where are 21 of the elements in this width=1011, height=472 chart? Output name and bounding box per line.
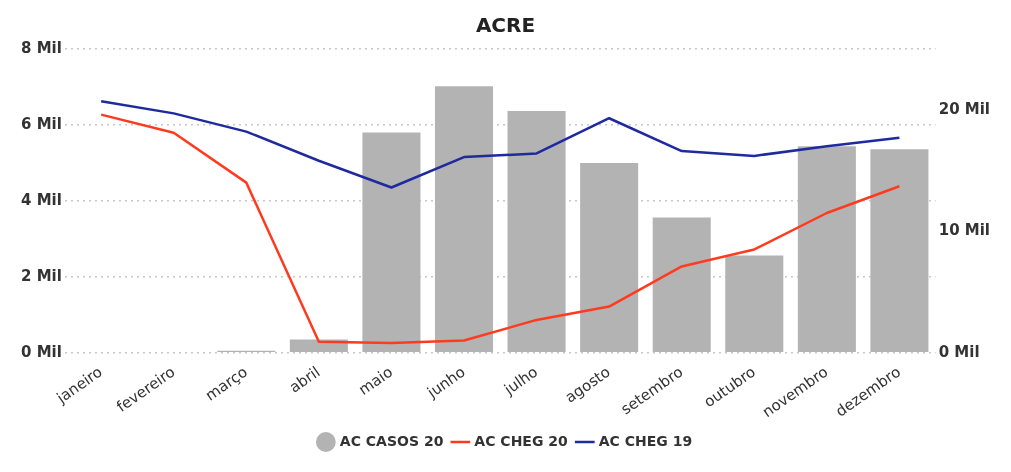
y-tick-label: 0 Mil — [20, 342, 62, 361]
bar — [362, 132, 421, 352]
legend-label: AC CHEG 19 — [598, 432, 693, 449]
bar — [725, 255, 784, 352]
bar — [652, 217, 711, 352]
y2-tick-label: 10 Mil — [938, 221, 991, 240]
bar — [289, 339, 348, 352]
bar — [434, 86, 494, 352]
bar — [580, 162, 639, 352]
y2-tick-label: 20 Mil — [938, 99, 991, 118]
y2-tick-label: 0 Mil — [938, 342, 980, 361]
bar — [870, 149, 929, 352]
bar — [507, 110, 566, 352]
y-tick-label: 8 Mil — [20, 38, 62, 57]
legend-label: AC CASOS 20 — [339, 432, 444, 449]
y-tick-label: 4 Mil — [20, 190, 62, 209]
y-tick-label: 2 Mil — [20, 266, 62, 285]
chart-title: ACRE — [475, 13, 536, 38]
legend-label: AC CHEG 20 — [474, 432, 569, 449]
bar — [797, 146, 856, 352]
y-tick-label: 6 Mil — [20, 114, 62, 133]
